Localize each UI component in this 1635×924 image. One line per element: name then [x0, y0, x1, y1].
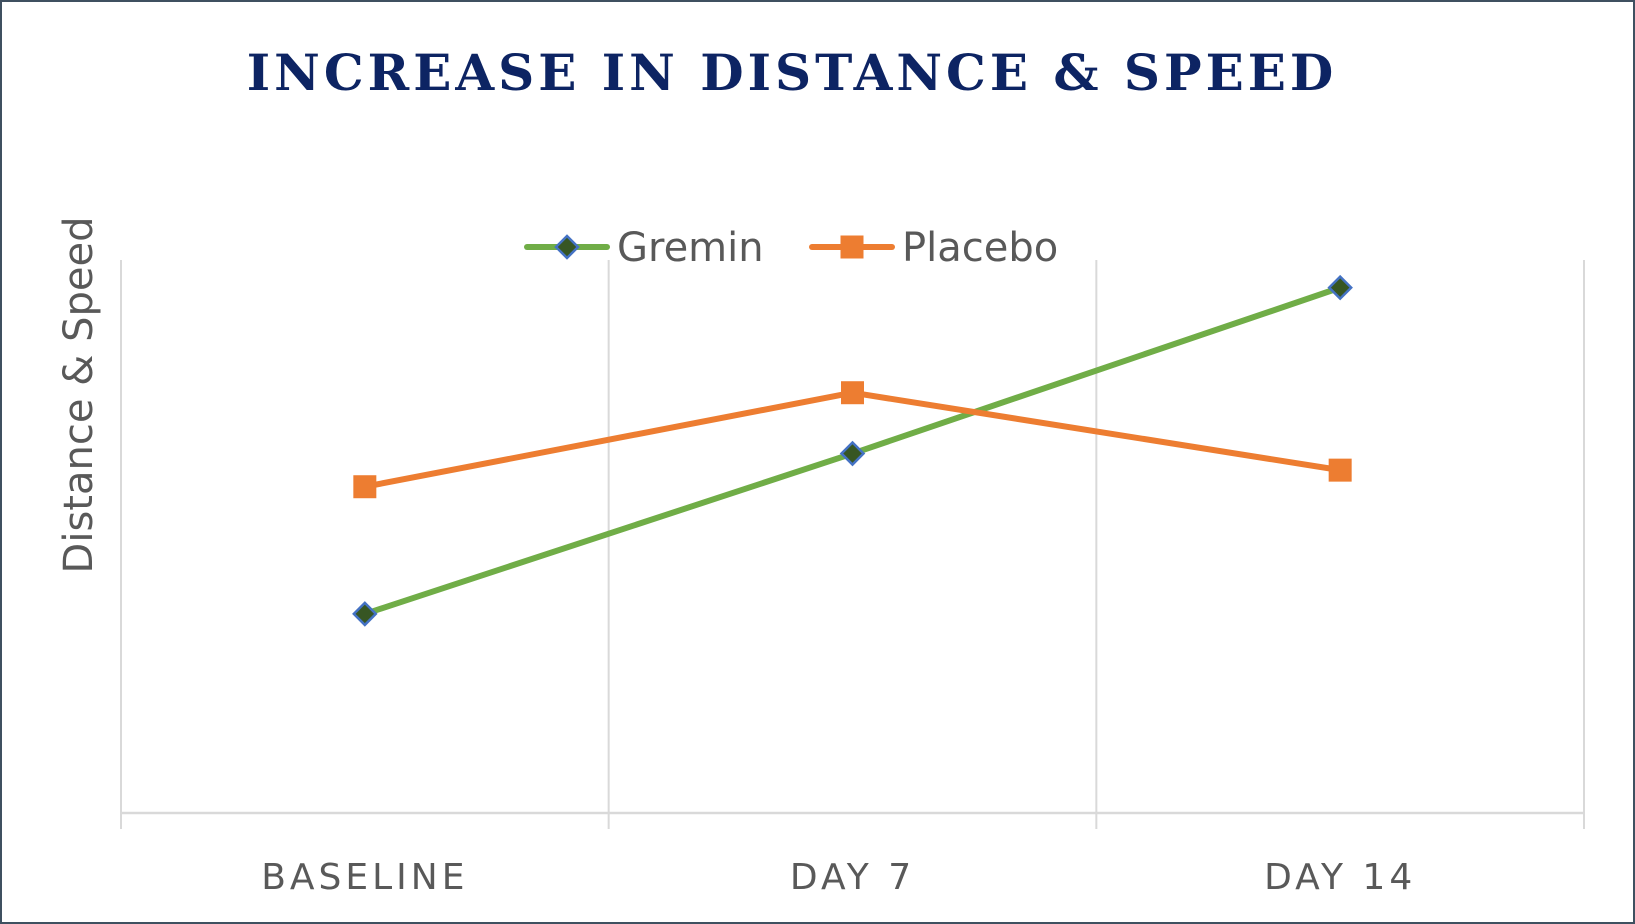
data-point-placebo-2: [1328, 458, 1352, 482]
data-point-gremin-0: [352, 601, 378, 627]
data-point-gremin-2: [1327, 274, 1353, 301]
series-placebo: [353, 381, 1352, 499]
legend-label-gremin: Gremin: [617, 225, 764, 271]
series-layer: [352, 274, 1353, 627]
x-tick-label-1: DAY 7: [790, 857, 915, 898]
data-point-placebo-0: [353, 475, 377, 499]
legend: Gremin Placebo: [524, 225, 1058, 271]
data-point-placebo-1: [841, 381, 864, 405]
gridlines: [120, 260, 1585, 829]
data-point-gremin-1: [839, 440, 866, 467]
legend-marker-placebo: [840, 235, 864, 259]
series-line-placebo: [361, 389, 1344, 490]
series-gremin: [352, 274, 1353, 627]
x-tick-label-2: DAY 14: [1264, 857, 1416, 898]
x-tick-label-0: BASELINE: [261, 857, 468, 898]
x-axis: BASELINE DAY 7 DAY 14: [121, 811, 1584, 898]
legend-label-placebo: Placebo: [902, 225, 1058, 271]
legend-item-placebo: Placebo: [809, 225, 1058, 271]
chart-title: INCREASE IN DISTANCE & SPEED: [247, 43, 1337, 102]
y-axis-label: Distance & Speed: [56, 217, 102, 574]
legend-marker-gremin: [554, 234, 580, 260]
legend-item-gremin: Gremin: [524, 225, 764, 271]
